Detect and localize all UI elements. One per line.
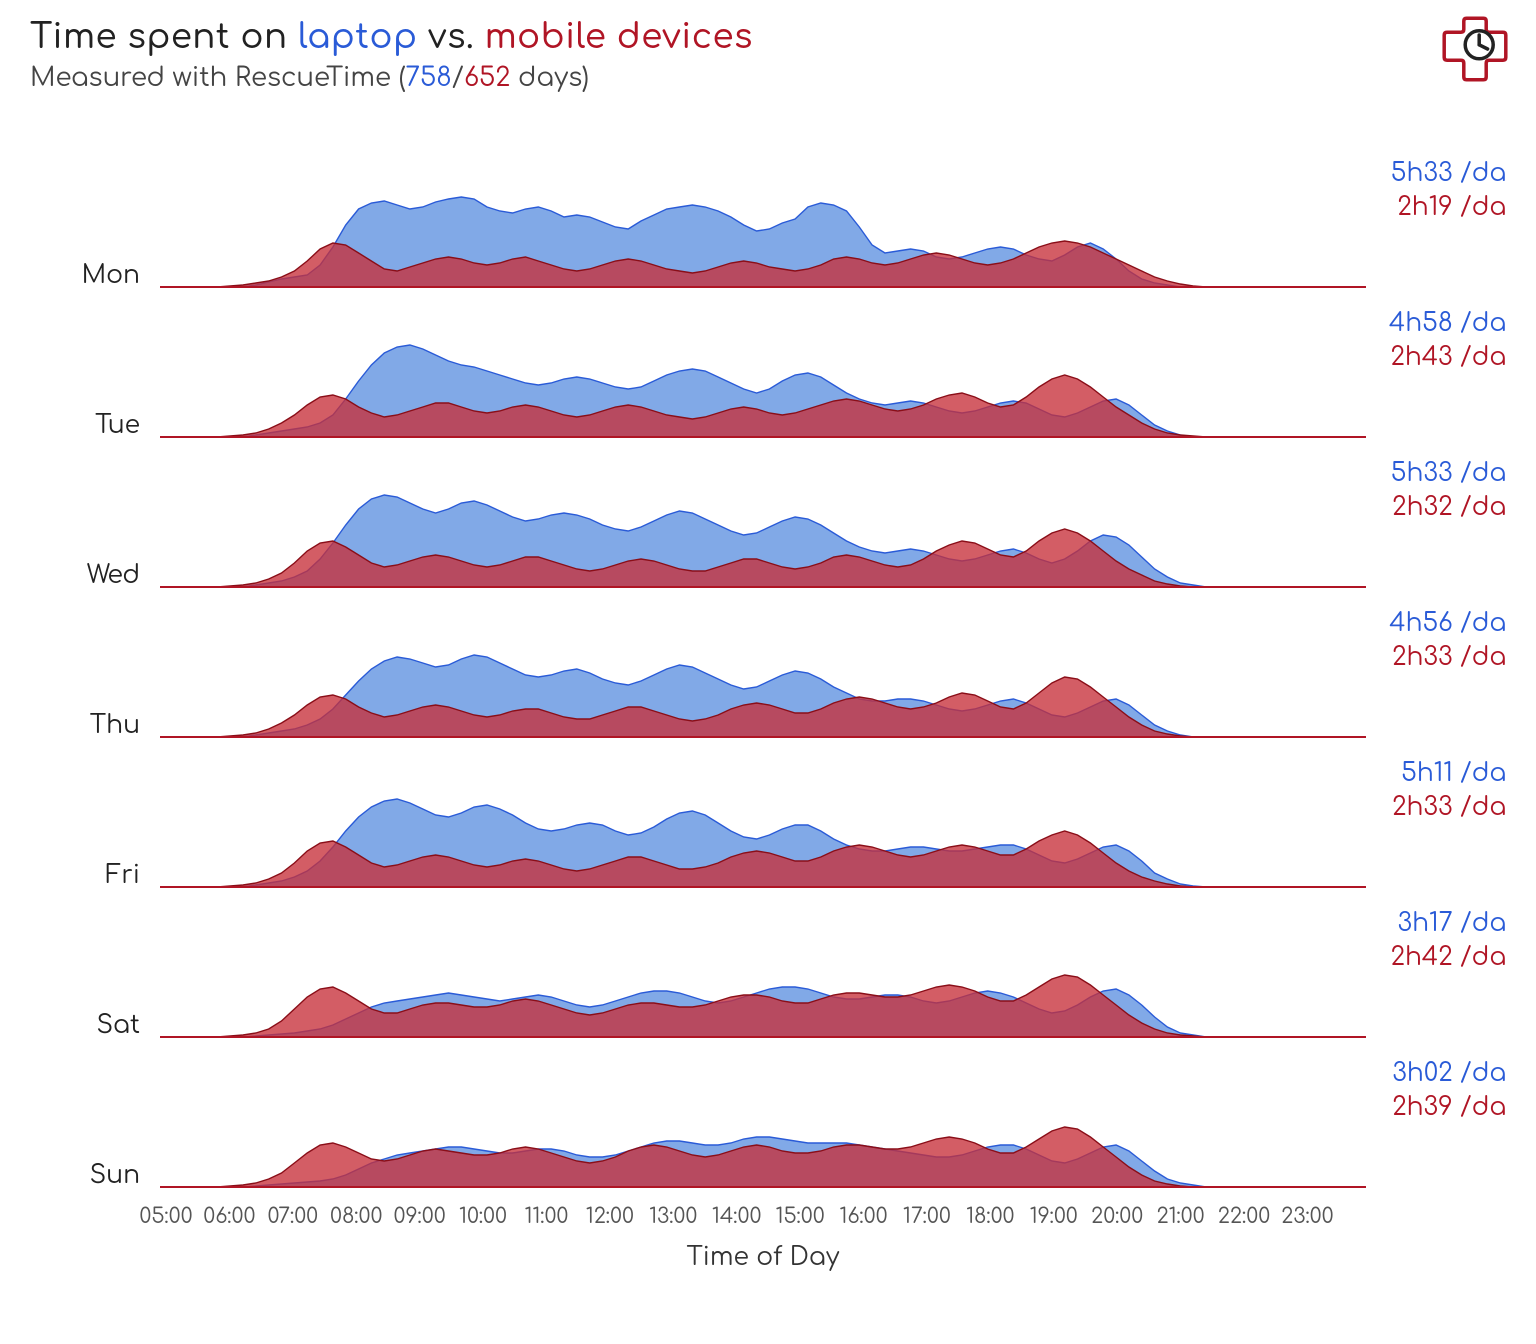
title-mid: vs. xyxy=(417,18,484,56)
xtick-10-00: 10:00 xyxy=(459,1204,507,1228)
stat-mobile-mon: 2h19 /day xyxy=(1397,193,1506,221)
xtick-07-00: 07:00 xyxy=(267,1204,318,1228)
mobile-area-sat xyxy=(166,975,1360,1037)
chart-title: Time spent on laptop vs. mobile devices xyxy=(30,18,1506,56)
xtick-17-00: 17:00 xyxy=(903,1204,951,1228)
title-laptop: laptop xyxy=(298,18,417,56)
stat-laptop-sun: 3h02 /day xyxy=(1392,1059,1506,1087)
xaxis-label: Time of Day xyxy=(687,1243,840,1271)
xtick-05-00: 05:00 xyxy=(139,1204,192,1228)
title-mobile: mobile devices xyxy=(485,18,753,56)
chart-svg: Mon 5h33 /day 2h19 /day Tue 4h58 /day 2h43 /d… xyxy=(30,137,1506,1327)
mobile-area-sun xyxy=(166,1127,1360,1187)
day-label-wed: Wed xyxy=(87,561,140,589)
xtick-16-00: 16:00 xyxy=(839,1204,887,1228)
xtick-19-00: 19:00 xyxy=(1030,1204,1078,1228)
subtitle-sep: / xyxy=(452,64,464,93)
stat-mobile-sun: 2h39 /day xyxy=(1392,1093,1506,1121)
xtick-08-00: 08:00 xyxy=(330,1204,383,1228)
chart-area: Mon 5h33 /day 2h19 /day Tue 4h58 /day 2h43 /d… xyxy=(30,137,1506,1327)
xtick-18-00: 18:00 xyxy=(966,1204,1014,1228)
day-label-sun: Sun xyxy=(90,1161,140,1189)
stat-laptop-sat: 3h17 /day xyxy=(1397,909,1506,937)
subtitle-prefix: Measured with RescueTime ( xyxy=(30,64,405,93)
stat-mobile-fri: 2h33 /day xyxy=(1392,793,1506,821)
xtick-06-00: 06:00 xyxy=(203,1204,255,1228)
stat-mobile-wed: 2h32 /day xyxy=(1392,493,1506,521)
subtitle-laptop-days: 758 xyxy=(405,64,452,93)
xtick-13-00: 13:00 xyxy=(649,1204,697,1228)
chart-page: Time spent on laptop vs. mobile devices … xyxy=(0,0,1536,1344)
day-label-tue: Tue xyxy=(95,411,140,439)
day-label-thu: Thu xyxy=(90,711,140,739)
stat-laptop-fri: 5h11 /day xyxy=(1401,759,1506,787)
xtick-11-00: 11:00 xyxy=(524,1204,568,1228)
stat-mobile-sat: 2h42 /day xyxy=(1390,943,1506,971)
stat-mobile-tue: 2h43 /day xyxy=(1390,343,1506,371)
chart-subtitle: Measured with RescueTime (758/652 days) xyxy=(30,64,1506,93)
xtick-22-00: 22:00 xyxy=(1218,1204,1270,1228)
stat-laptop-thu: 4h56 /day xyxy=(1389,609,1506,637)
xtick-12-00: 12:00 xyxy=(586,1204,634,1228)
subtitle-suffix: days) xyxy=(510,64,589,93)
stat-laptop-mon: 5h33 /day xyxy=(1391,159,1506,187)
subtitle-mobile-days: 652 xyxy=(464,64,510,93)
day-label-mon: Mon xyxy=(82,261,140,289)
xtick-20-00: 20:00 xyxy=(1091,1204,1143,1228)
stat-laptop-tue: 4h58 /day xyxy=(1389,309,1506,337)
xtick-09-00: 09:00 xyxy=(394,1204,446,1228)
stat-mobile-thu: 2h33 /day xyxy=(1392,643,1506,671)
xtick-21-00: 21:00 xyxy=(1156,1204,1204,1228)
stat-laptop-wed: 5h33 /day xyxy=(1391,459,1506,487)
xtick-23-00: 23:00 xyxy=(1281,1204,1334,1228)
title-prefix: Time spent on xyxy=(30,18,298,56)
xtick-14-00: 14:00 xyxy=(712,1204,762,1228)
day-label-fri: Fri xyxy=(106,861,140,889)
day-label-sat: Sat xyxy=(96,1011,140,1039)
xtick-15-00: 15:00 xyxy=(776,1204,825,1228)
rescuetime-icon xyxy=(1440,14,1510,84)
